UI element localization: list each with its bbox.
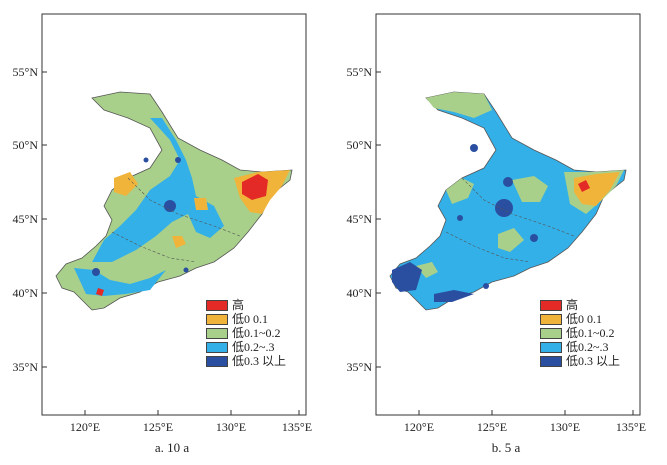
legend-swatch-high (206, 299, 228, 311)
legend-b: 高 低0 0.1 低0.1~0.2 低0.2~.3 低0.3 以上 (540, 298, 620, 368)
legend-swatch-low-02-03 (206, 341, 228, 353)
legend-swatch-low-03-plus (206, 355, 228, 367)
legend-a: 高 低0 0.1 低0.1~0.2 低0.2~.3 低0.3 以上 (206, 298, 286, 368)
legend-label: 低0.3 以上 (232, 354, 287, 368)
map-frame-b: 55°N 50°N 45°N 40°N 35°N 120°E 125°E 130… (347, 13, 646, 434)
zone-orange (114, 172, 138, 196)
legend-item: 低0.2~.3 (206, 340, 286, 354)
legend-label: 低0.1~0.2 (232, 326, 281, 340)
lon-label: 135°E (282, 420, 312, 434)
lat-label: 40°N (13, 286, 39, 300)
legend-label: 低0.1~0.2 (566, 326, 615, 340)
lon-label: 130°E (550, 420, 580, 434)
lon-label: 135°E (616, 420, 646, 434)
legend-item: 高 (206, 298, 286, 312)
legend-item: 低0.3 以上 (540, 354, 620, 368)
lat-label: 40°N (347, 286, 373, 300)
zone-green (498, 228, 524, 252)
legend-item: 高 (540, 298, 620, 312)
lat-label: 35°N (13, 360, 39, 374)
legend-swatch-low-0-01 (540, 313, 562, 325)
lon-label: 125°E (143, 420, 173, 434)
lon-label: 120°E (70, 420, 100, 434)
legend-swatch-low-01-02 (540, 327, 562, 339)
lat-label: 55°N (347, 65, 373, 79)
legend-label: 高 (566, 298, 579, 312)
legend-swatch-low-02-03 (540, 341, 562, 353)
zone-red (96, 288, 104, 296)
map-panel-5a: 55°N 50°N 45°N 40°N 35°N 120°E 125°E 130… (334, 0, 667, 465)
legend-item: 低0.3 以上 (206, 354, 286, 368)
map-frame-a: 55°N 50°N 45°N 40°N 35°N 120°E 125°E 130… (13, 13, 312, 434)
legend-label: 低0.2~.3 (566, 340, 609, 354)
legend-swatch-low-03-plus (540, 355, 562, 367)
lon-label: 130°E (216, 420, 246, 434)
legend-item: 低0.1~0.2 (540, 326, 620, 340)
legend-item: 低0 0.1 (540, 312, 620, 326)
lon-label: 120°E (404, 420, 434, 434)
legend-label: 低0.2~.3 (232, 340, 275, 354)
lat-label: 45°N (347, 212, 373, 226)
zone-red (242, 174, 268, 200)
legend-item: 低0.1~0.2 (206, 326, 286, 340)
legend-label: 低0 0.1 (232, 312, 269, 326)
zone-green (416, 262, 438, 278)
zone-orange (194, 198, 208, 210)
lat-label: 45°N (13, 212, 39, 226)
panel-caption: a. 10 a (154, 440, 190, 455)
zone-red (578, 180, 590, 192)
zone-blue (92, 118, 196, 262)
lat-label: 50°N (13, 138, 39, 152)
legend-swatch-low-0-01 (206, 313, 228, 325)
legend-item: 低0 0.1 (206, 312, 286, 326)
zone-green (512, 176, 548, 202)
zone-orange (172, 236, 186, 248)
legend-swatch-high (540, 299, 562, 311)
lat-label: 50°N (347, 138, 373, 152)
panel-caption: b. 5 a (491, 440, 521, 455)
legend-label: 低0 0.1 (566, 312, 603, 326)
legend-label: 高 (232, 298, 245, 312)
legend-label: 低0.3 以上 (566, 354, 621, 368)
legend-swatch-low-01-02 (206, 327, 228, 339)
zone-green (426, 92, 492, 118)
legend-item: 低0.2~.3 (540, 340, 620, 354)
lon-label: 125°E (477, 420, 507, 434)
map-panel-10a: 55°N 50°N 45°N 40°N 35°N 120°E 125°E 130… (0, 0, 333, 465)
zone-green (446, 178, 474, 204)
lat-label: 35°N (347, 360, 373, 374)
lat-label: 55°N (13, 65, 39, 79)
